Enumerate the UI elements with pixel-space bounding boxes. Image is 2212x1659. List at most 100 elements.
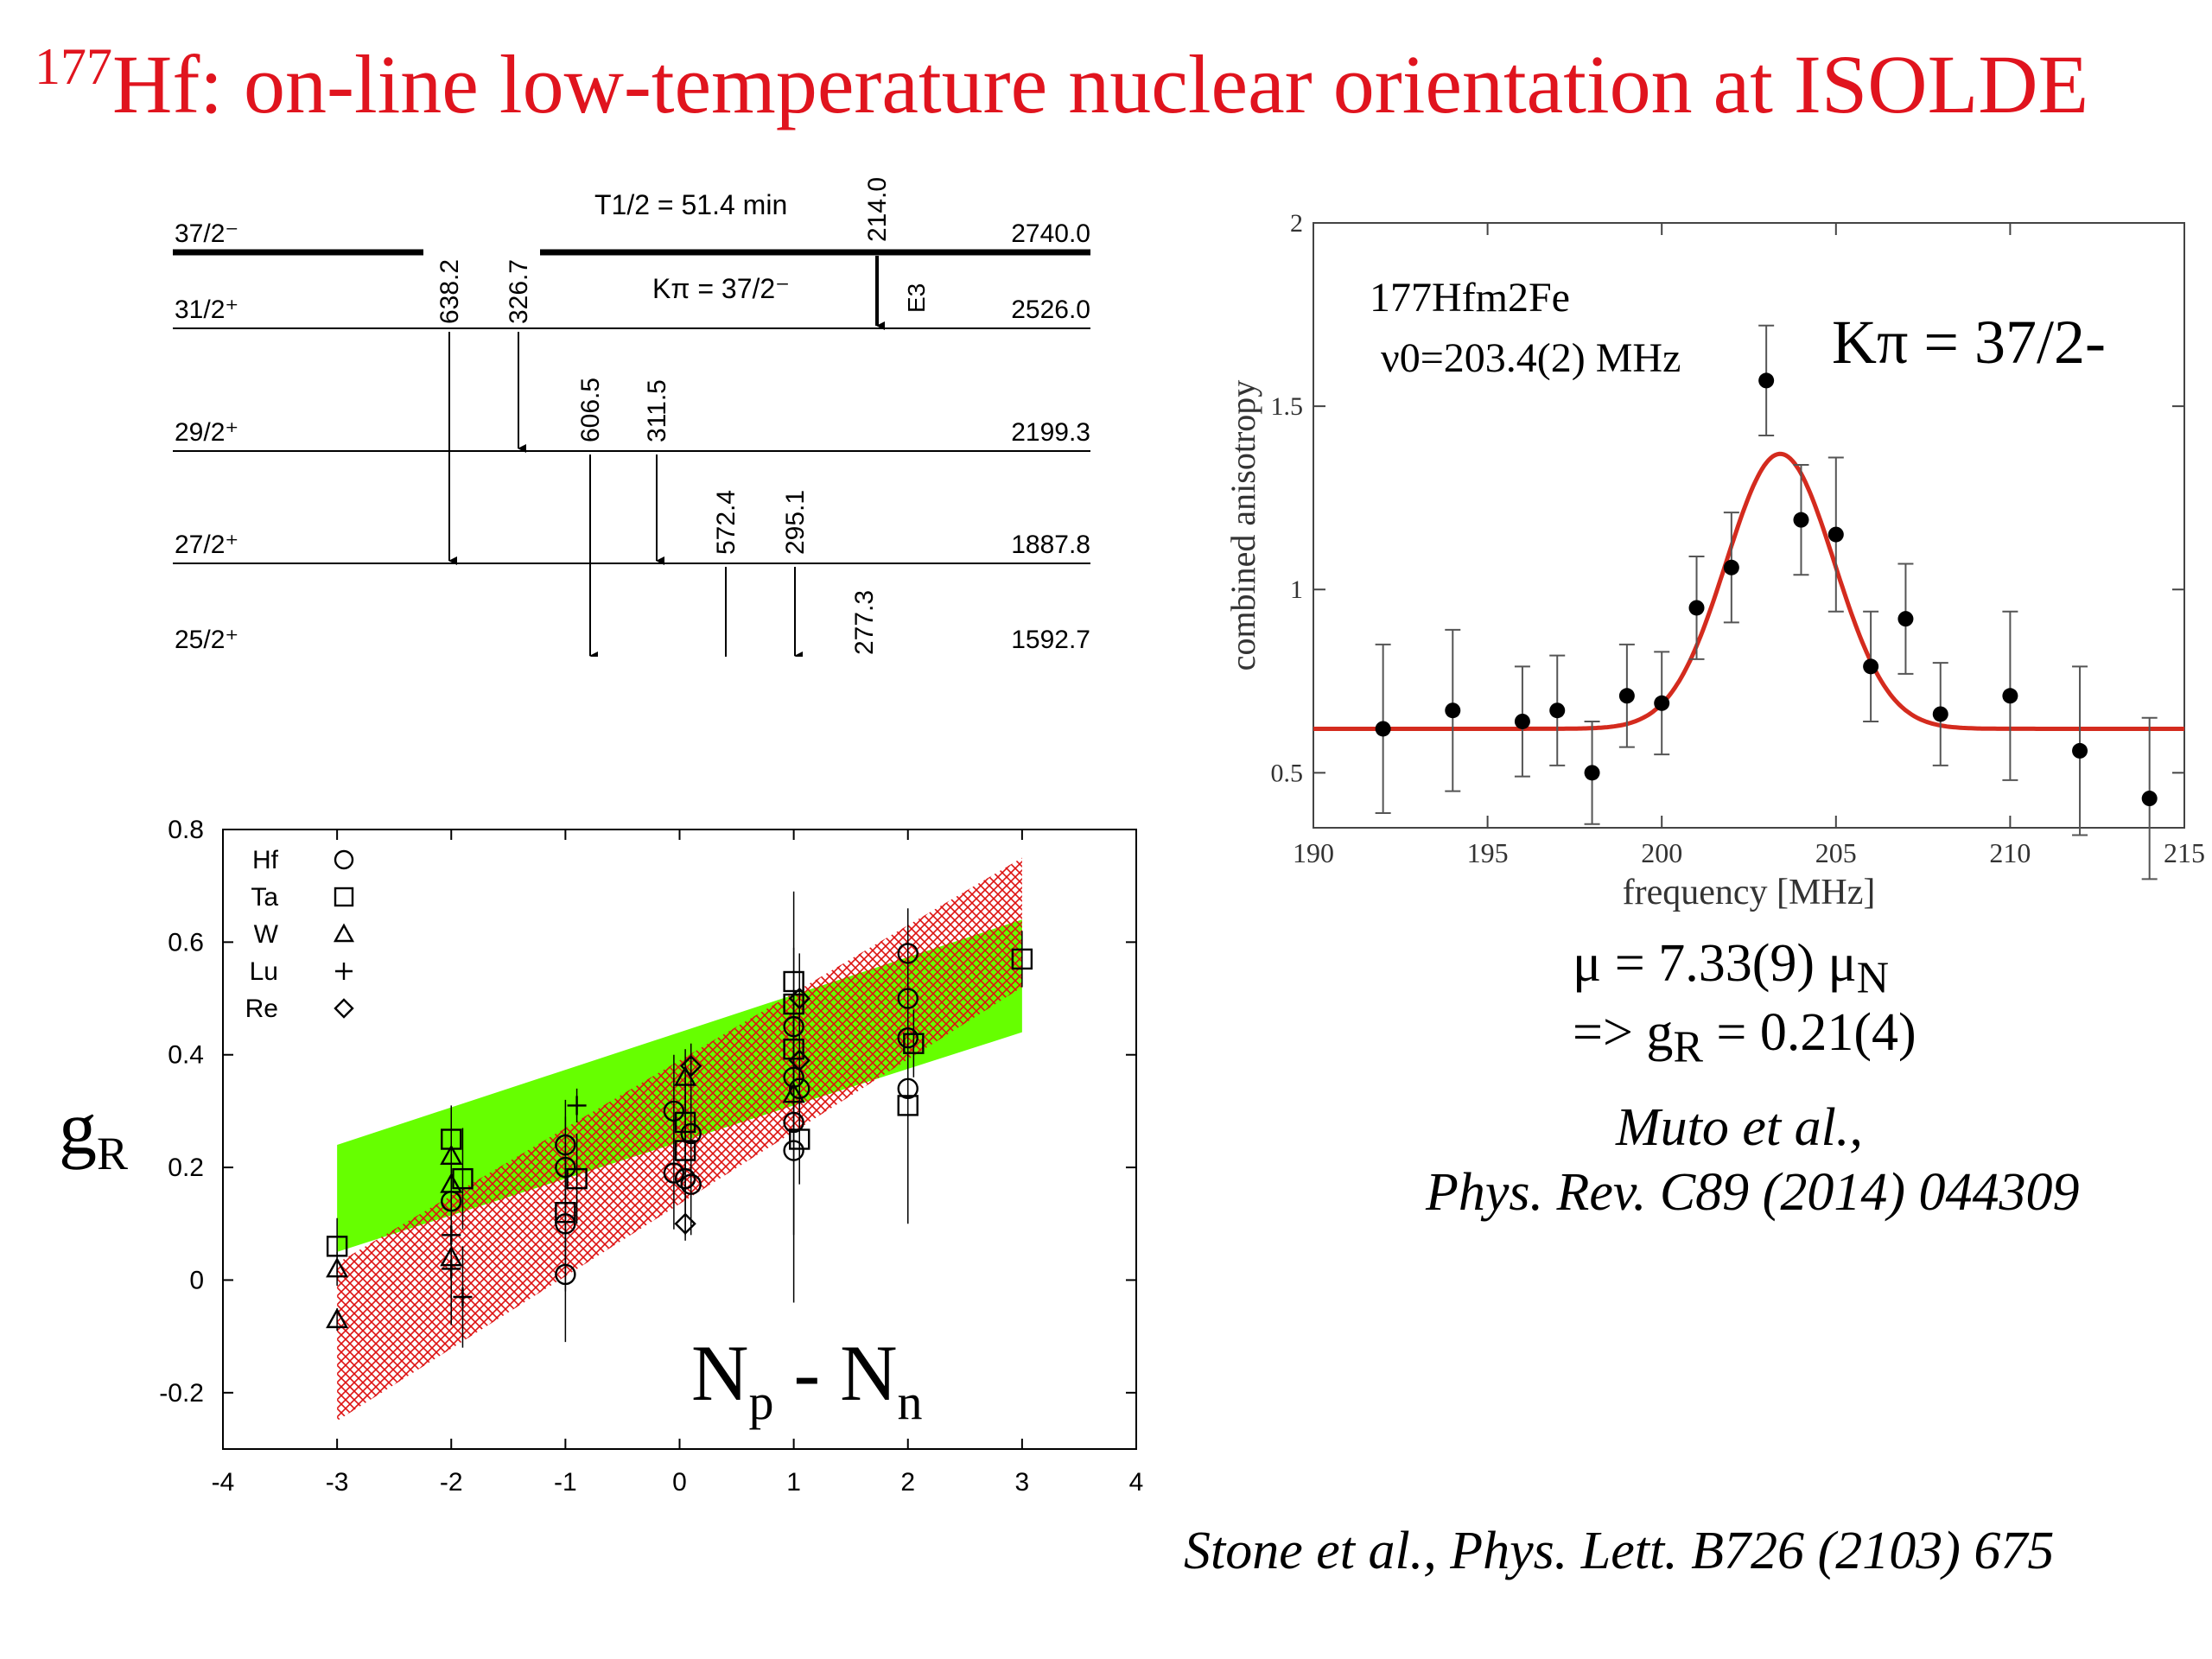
transition-energy: 277.3 bbox=[850, 590, 879, 655]
x-tick-label: 3 bbox=[1015, 1468, 1030, 1497]
level-spin: 31/2⁺ bbox=[175, 296, 238, 324]
x-tick-label: -1 bbox=[554, 1468, 577, 1497]
y-axis-label-main: g bbox=[59, 1087, 97, 1171]
legend-label: Ta bbox=[251, 883, 278, 912]
marker-ta bbox=[897, 1095, 918, 1116]
data-point bbox=[1863, 658, 1879, 675]
reference-stone: Stone et al., Phys. Lett. B726 (2103) 67… bbox=[1184, 1522, 2055, 1580]
e3-label: E3 bbox=[903, 283, 930, 313]
level-energy: 2740.0 bbox=[1011, 219, 1090, 248]
data-point bbox=[1654, 695, 1670, 711]
transition-energy: 295.1 bbox=[781, 490, 810, 555]
k-upper: Kπ = 37/2⁻ bbox=[652, 273, 790, 304]
x-tick-label: 205 bbox=[1815, 837, 1857, 868]
level-spin: 25/2⁺ bbox=[175, 626, 238, 654]
k-annotation: Kπ = 37/2- bbox=[1832, 308, 2106, 377]
x-tick-label: -4 bbox=[212, 1468, 235, 1497]
x-tick-label: 2 bbox=[900, 1468, 915, 1497]
y-axis-label: gR bbox=[59, 1087, 128, 1179]
transition-energy: 572.4 bbox=[712, 490, 741, 555]
x-tick-label: 210 bbox=[1989, 837, 2031, 868]
marker-hf bbox=[663, 1162, 685, 1184]
gr-systematics-chart: -4 -3 -2 -1 0 1 2 3 4 -0.2 0 0.2 0.4 0.6 0.8 gR Np - Nn H… bbox=[59, 816, 1144, 1497]
marker-hf bbox=[680, 1173, 702, 1195]
marker-ta bbox=[452, 1167, 474, 1190]
marker-w bbox=[326, 1307, 349, 1329]
transition-energy: 311.5 bbox=[643, 379, 671, 442]
legend-label: Hf bbox=[252, 846, 279, 874]
y-tick-label: 0.5 bbox=[1271, 759, 1304, 787]
y-axis-label: combined anisotropy bbox=[1224, 380, 1262, 671]
marker-hf bbox=[674, 1167, 696, 1190]
data-point bbox=[2002, 688, 2018, 704]
x-tick-label: 215 bbox=[2164, 837, 2205, 868]
data-point bbox=[1375, 721, 1391, 737]
x-tick-label: 200 bbox=[1641, 837, 1682, 868]
data-point bbox=[1445, 702, 1461, 719]
x-axis-label-part: N bbox=[691, 1329, 748, 1417]
mu-sub: N bbox=[1856, 953, 1890, 1003]
data-point bbox=[2141, 791, 2158, 807]
reference-muto-journal: Phys. Rev. C89 (2014) 044309 bbox=[1426, 1163, 2080, 1222]
marker-hf bbox=[334, 849, 354, 870]
level-energy: 2526.0 bbox=[1011, 296, 1090, 324]
data-point bbox=[1758, 372, 1775, 389]
legend-label: W bbox=[254, 920, 279, 949]
band-red-hatched bbox=[337, 857, 1022, 1421]
sample-annotation: 177Hfm2Fe bbox=[1370, 275, 1570, 321]
marker-ta bbox=[566, 1167, 588, 1190]
x-axis-label: Np - Nn bbox=[691, 1329, 923, 1430]
g-prefix: => g bbox=[1573, 1003, 1674, 1062]
data-point bbox=[1549, 702, 1566, 719]
slide-title: 177Hf: on-line low-temperature nuclear o… bbox=[35, 35, 2195, 134]
data-point bbox=[1514, 713, 1530, 729]
y-tick-label: 1.5 bbox=[1271, 392, 1304, 421]
reference-muto-authors: Muto et al., bbox=[1616, 1098, 1863, 1157]
legend-label: Re bbox=[245, 995, 278, 1023]
legend-label: Lu bbox=[250, 957, 278, 986]
level-spin: 27/2⁺ bbox=[175, 531, 238, 559]
x-tick-label: 4 bbox=[1129, 1468, 1144, 1497]
transition-energy: 326.7 bbox=[505, 259, 533, 324]
mu-text: μ = 7.33(9) μ bbox=[1573, 934, 1857, 993]
x-tick-label: 0 bbox=[672, 1468, 687, 1497]
x-tick-label: -2 bbox=[440, 1468, 463, 1497]
marker-re bbox=[334, 998, 354, 1019]
data-point bbox=[1827, 526, 1844, 543]
x-axis-label-part: - N bbox=[773, 1329, 897, 1417]
y-tick-label: 2 bbox=[1290, 209, 1303, 238]
transition-energy: 606.5 bbox=[576, 378, 605, 442]
marker-ta bbox=[1011, 948, 1033, 970]
data-point bbox=[1897, 611, 1914, 627]
level-scheme-diagram: 37/2⁻ 2740.0 31/2⁺ 2526.0 29/2⁺ 2199.3 27/2⁺ 18… bbox=[173, 177, 1090, 657]
title-text: Hf: on-line low-temperature nuclear orie… bbox=[112, 38, 2089, 130]
fit-curve bbox=[1313, 451, 2184, 731]
x-axis-label-part: n bbox=[898, 1374, 923, 1430]
marker-w bbox=[326, 1256, 349, 1278]
resonance-chart: 190 195 200 205 210 215 0.5 1 1.5 2 frequency [MHz… bbox=[1224, 209, 2205, 912]
data-point bbox=[1932, 706, 1948, 722]
y-tick-label: 0 bbox=[189, 1266, 204, 1294]
marker-hf bbox=[555, 1263, 576, 1286]
data-point bbox=[1688, 600, 1705, 616]
marker-ta bbox=[903, 1033, 925, 1054]
marker-ta bbox=[334, 887, 354, 907]
transition-energy: 638.2 bbox=[435, 259, 464, 324]
x-axis-label-part: p bbox=[748, 1374, 773, 1430]
marker-re bbox=[788, 987, 810, 1010]
marker-ta bbox=[789, 1128, 810, 1150]
y-tick-label: 0.6 bbox=[168, 928, 204, 957]
plot-frame bbox=[1313, 222, 2185, 829]
transition-energy: 214.0 bbox=[863, 177, 892, 242]
nu-annotation: ν0=203.4(2) MHz bbox=[1381, 335, 1681, 381]
x-tick-label: -3 bbox=[326, 1468, 349, 1497]
marker-hf bbox=[783, 1140, 804, 1161]
data-point bbox=[1723, 559, 1739, 575]
x-tick-label: 195 bbox=[1467, 837, 1509, 868]
half-life-upper: T1/2 = 51.4 min bbox=[594, 189, 787, 220]
y-tick-label: 0.4 bbox=[168, 1041, 204, 1070]
y-tick-label: -0.2 bbox=[159, 1379, 204, 1408]
marker-w bbox=[333, 923, 355, 943]
title-isotope-mass: 177 bbox=[35, 38, 112, 95]
g-value: = 0.21(4) bbox=[1702, 1003, 1916, 1062]
